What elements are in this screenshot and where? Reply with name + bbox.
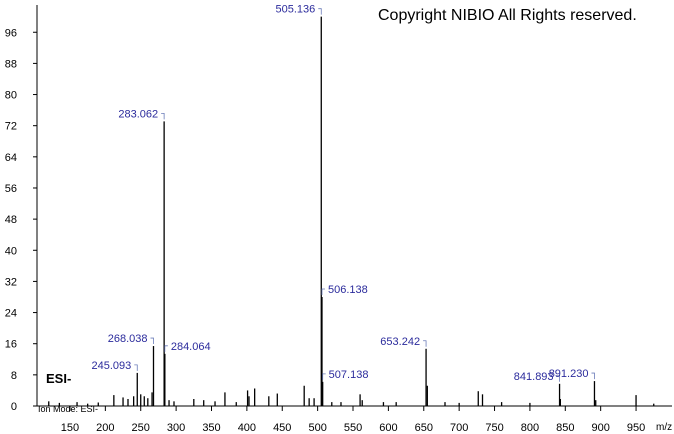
label-connector <box>423 340 427 347</box>
peak-label: 505.136 <box>276 4 316 16</box>
copyright: Copyright NIBIO All Rights reserved. <box>378 7 637 24</box>
label-connector <box>556 375 560 382</box>
label-connector <box>150 337 154 345</box>
peak-label: 507.138 <box>329 369 369 381</box>
x-tick-label: 800 <box>521 422 539 434</box>
x-tick-label: 150 <box>61 422 79 434</box>
x-tick-label: 400 <box>238 422 256 434</box>
label-connector <box>164 345 168 352</box>
x-tick-label: 750 <box>485 422 503 434</box>
peak-label: 245.093 <box>91 360 131 372</box>
x-tick-label: 350 <box>202 422 220 434</box>
y-tick-label: 0 <box>11 401 17 413</box>
y-tick-label: 48 <box>5 214 17 226</box>
y-tick-label: 96 <box>5 27 17 39</box>
y-tick-label: 80 <box>5 90 17 102</box>
label-connector <box>322 373 326 380</box>
peak-label: 891.230 <box>549 368 589 380</box>
mode-label: ESI- <box>46 371 71 386</box>
x-tick-label: 250 <box>132 422 150 434</box>
x-tick-label: 950 <box>627 422 645 434</box>
y-tick-label: 24 <box>5 308 17 320</box>
y-tick-label: 16 <box>5 339 17 351</box>
x-tick-label: 200 <box>96 422 114 434</box>
label-connector <box>161 113 165 120</box>
y-tick-label: 72 <box>5 121 17 133</box>
label-connector <box>321 288 325 295</box>
x-tick-label: 850 <box>556 422 574 434</box>
x-tick-label: 300 <box>167 422 185 434</box>
label-connector <box>318 8 322 15</box>
x-tick-label: 900 <box>591 422 609 434</box>
y-tick-label: 40 <box>5 245 17 257</box>
peak-label: 506.138 <box>328 284 368 296</box>
x-tick-label: 650 <box>415 422 433 434</box>
y-tick-label: 88 <box>5 58 17 70</box>
peak-label: 653.242 <box>380 336 420 348</box>
x-tick-label: 550 <box>344 422 362 434</box>
peak-label: 283.062 <box>118 108 158 120</box>
ion-mode: Ion Mode: ESI- <box>38 404 98 414</box>
label-connector <box>591 372 595 380</box>
label-connector <box>134 364 138 371</box>
x-tick-label: 450 <box>273 422 291 434</box>
peak-label: 284.064 <box>171 341 211 353</box>
y-tick-label: 56 <box>5 183 17 195</box>
x-tick-label: 700 <box>450 422 468 434</box>
y-tick-label: 64 <box>5 152 17 164</box>
peak-label: 268.038 <box>108 333 148 345</box>
x-tick-label: 600 <box>379 422 397 434</box>
x-tick-label: 500 <box>308 422 326 434</box>
x-axis-label: m/z <box>656 422 672 433</box>
y-tick-label: 32 <box>5 276 17 288</box>
y-tick-label: 8 <box>11 370 17 382</box>
peak-label: 841.893 <box>514 371 554 383</box>
